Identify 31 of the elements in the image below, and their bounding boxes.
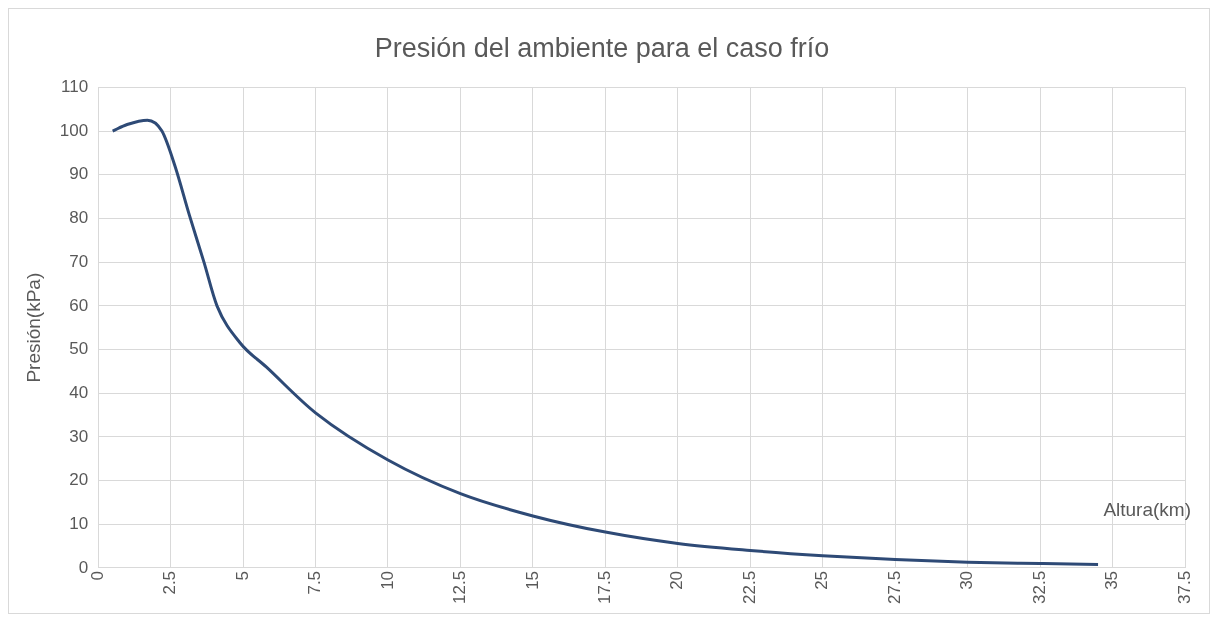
chart-title: Presión del ambiente para el caso frío bbox=[374, 32, 830, 63]
y-tick-label: 10 bbox=[69, 513, 89, 533]
x-tick-label: 27.5 bbox=[884, 570, 904, 605]
x-tick-label: 0 bbox=[87, 570, 107, 581]
y-tick-label: 110 bbox=[61, 77, 89, 97]
x-tick-label: 12.5 bbox=[450, 570, 470, 605]
x-tick-label: 20 bbox=[667, 570, 687, 590]
y-axis-title: Presión(kPa) bbox=[22, 272, 44, 383]
y-tick-label: 30 bbox=[69, 426, 89, 446]
x-tick-label: 30 bbox=[957, 570, 977, 590]
x-tick-label: 17.5 bbox=[595, 570, 615, 605]
y-tick-label: 20 bbox=[69, 470, 89, 490]
x-tick-label: 15 bbox=[522, 570, 542, 590]
x-tick-label: 22.5 bbox=[739, 570, 759, 605]
x-tick-label: 2.5 bbox=[160, 570, 180, 595]
x-tick-label: 5 bbox=[232, 570, 252, 581]
x-tick-label: 37.5 bbox=[1174, 570, 1194, 605]
x-tick-label: 7.5 bbox=[305, 570, 325, 595]
y-tick-label: 50 bbox=[69, 339, 89, 359]
y-tick-label: 90 bbox=[69, 164, 89, 184]
x-tick-label: 32.5 bbox=[1029, 570, 1049, 605]
line-series bbox=[111, 118, 1100, 566]
x-tick-label: 10 bbox=[377, 570, 397, 590]
y-tick-label: 100 bbox=[59, 120, 89, 140]
y-tick-label: 80 bbox=[69, 208, 89, 228]
y-tick-label: 70 bbox=[69, 251, 89, 271]
x-tick-label: 25 bbox=[812, 570, 832, 590]
x-axis-title: Altura(km) bbox=[1103, 498, 1191, 520]
x-tick-label: 35 bbox=[1102, 570, 1122, 590]
y-tick-label: 40 bbox=[69, 382, 89, 402]
y-tick-label: 60 bbox=[69, 295, 89, 315]
